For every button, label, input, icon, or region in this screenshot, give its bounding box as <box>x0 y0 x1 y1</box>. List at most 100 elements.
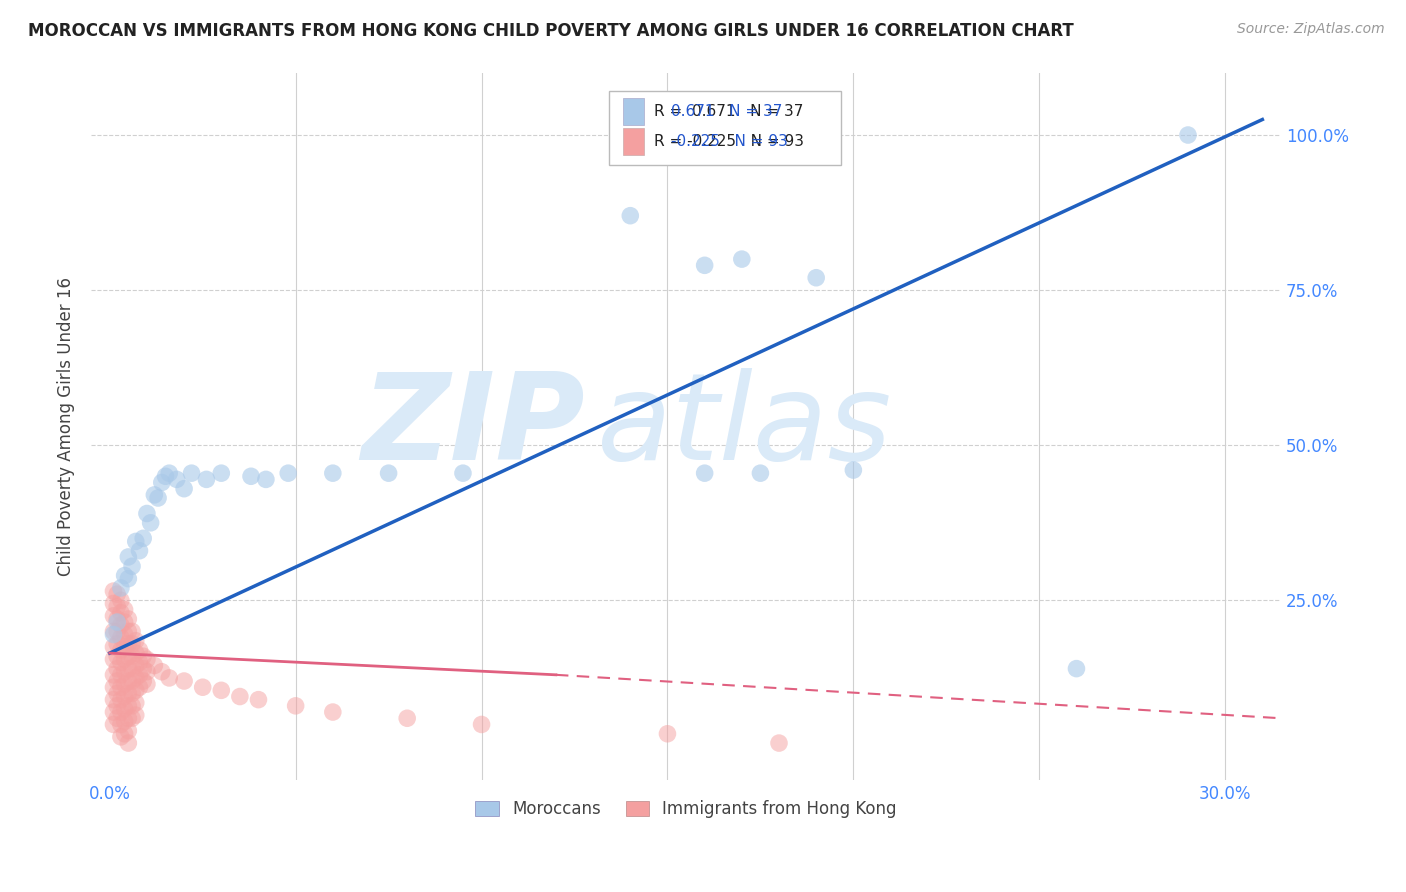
Point <box>117 637 139 651</box>
Point <box>114 727 136 741</box>
Point <box>150 665 173 679</box>
Point <box>114 615 136 629</box>
Point <box>396 711 419 725</box>
Point <box>121 686 143 700</box>
Point <box>114 627 136 641</box>
Point <box>105 637 128 651</box>
Point <box>132 649 155 664</box>
Point <box>132 673 155 688</box>
Point <box>693 466 716 480</box>
Point <box>806 270 828 285</box>
Point <box>155 469 177 483</box>
Point <box>125 658 148 673</box>
Point <box>135 652 157 666</box>
Point <box>114 568 136 582</box>
Point <box>125 671 148 685</box>
Point <box>114 714 136 729</box>
Bar <box>609 91 841 165</box>
Text: -0.225   N = 93: -0.225 N = 93 <box>671 134 787 149</box>
Point <box>105 612 128 626</box>
Point <box>117 624 139 639</box>
Point <box>105 673 128 688</box>
Text: R = -0.225   N = 93: R = -0.225 N = 93 <box>654 134 804 149</box>
Point <box>132 532 155 546</box>
Point <box>277 466 299 480</box>
Point <box>121 662 143 676</box>
Point <box>110 717 132 731</box>
Point <box>117 572 139 586</box>
Point <box>125 646 148 660</box>
Point <box>322 466 344 480</box>
Point <box>103 584 125 599</box>
Point <box>103 680 125 694</box>
Point <box>117 698 139 713</box>
Point <box>121 624 143 639</box>
Point <box>209 683 232 698</box>
Point <box>135 665 157 679</box>
Point <box>143 488 166 502</box>
Point <box>284 698 307 713</box>
Point <box>139 516 162 530</box>
Point <box>110 631 132 645</box>
Point <box>768 736 790 750</box>
Point <box>619 209 641 223</box>
Point <box>173 673 195 688</box>
Point <box>105 698 128 713</box>
Point <box>117 686 139 700</box>
Point <box>110 618 132 632</box>
Point <box>191 680 214 694</box>
Point <box>254 472 277 486</box>
Point <box>451 466 474 480</box>
Point <box>121 637 143 651</box>
Point <box>195 472 218 486</box>
Point <box>105 649 128 664</box>
Point <box>114 665 136 679</box>
Point <box>693 258 716 272</box>
Text: atlas: atlas <box>596 368 893 485</box>
Point <box>125 633 148 648</box>
Y-axis label: Child Poverty Among Girls Under 16: Child Poverty Among Girls Under 16 <box>58 277 75 576</box>
Point <box>229 690 252 704</box>
Point <box>121 673 143 688</box>
Point <box>209 466 232 480</box>
Point <box>103 640 125 654</box>
Point <box>125 683 148 698</box>
Point <box>731 252 754 266</box>
Point <box>173 482 195 496</box>
Point <box>180 466 202 480</box>
Point <box>110 606 132 620</box>
Point <box>157 671 180 685</box>
Point <box>110 668 132 682</box>
Point <box>157 466 180 480</box>
Point <box>135 507 157 521</box>
Bar <box>623 98 644 125</box>
Point <box>117 711 139 725</box>
Point <box>166 472 188 486</box>
Point <box>471 717 494 731</box>
Point <box>146 491 169 505</box>
Point <box>110 581 132 595</box>
Point <box>117 549 139 564</box>
Point <box>105 662 128 676</box>
Point <box>121 711 143 725</box>
Point <box>117 673 139 688</box>
Point <box>322 705 344 719</box>
Point <box>240 469 263 483</box>
Point <box>105 599 128 614</box>
Point <box>110 593 132 607</box>
Point <box>110 692 132 706</box>
Point <box>110 656 132 670</box>
Text: ZIP: ZIP <box>361 368 585 485</box>
Point <box>128 656 150 670</box>
Point <box>103 668 125 682</box>
Point <box>377 466 399 480</box>
Point <box>114 690 136 704</box>
Point <box>1066 662 1088 676</box>
Point <box>128 643 150 657</box>
Point <box>105 624 128 639</box>
Point <box>117 649 139 664</box>
Point <box>143 658 166 673</box>
Point <box>657 727 679 741</box>
Point <box>125 534 148 549</box>
Text: 0.671   N = 37: 0.671 N = 37 <box>671 104 782 120</box>
